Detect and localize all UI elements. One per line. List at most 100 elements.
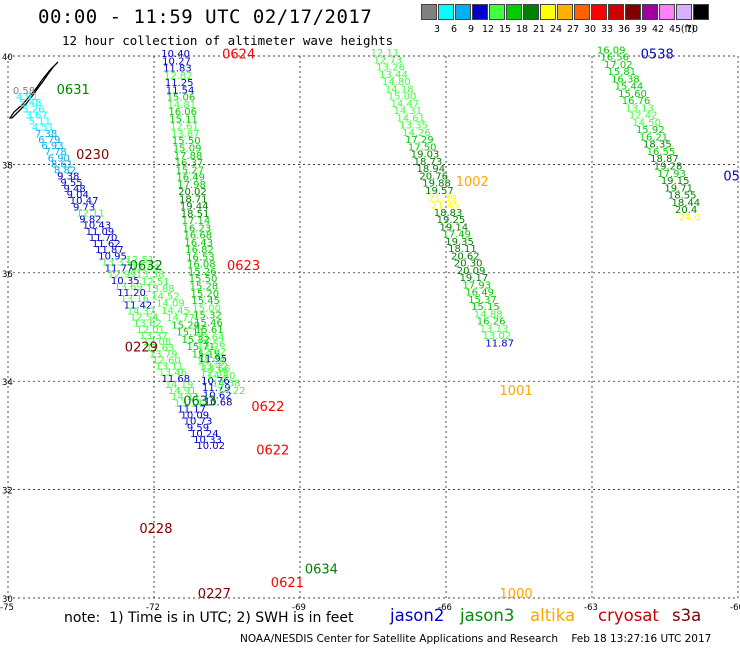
wave-height-value: 14.11	[171, 392, 200, 403]
wave-height-value: 20.76	[419, 171, 448, 182]
pass-time-label: 1001	[500, 384, 533, 399]
wave-height-value: 11.42	[124, 300, 153, 311]
scale-swatch	[472, 4, 488, 20]
wave-height-value: 15.92	[636, 125, 665, 136]
wave-height-value: 15.09	[173, 144, 202, 155]
wave-height-value: 11.62	[92, 239, 121, 250]
wave-height-value: 15.81	[608, 67, 637, 78]
wave-height-value: 14.98	[197, 357, 226, 368]
scale-label: 24	[549, 24, 563, 35]
wave-height-value: 14.19	[165, 380, 194, 391]
wave-height-value: 10.47	[70, 196, 99, 207]
wave-height-value: 13.16	[120, 294, 149, 305]
wave-height-value: 16.55	[647, 147, 676, 158]
pass-time-label: 0229	[125, 340, 158, 355]
wave-height-value: 10.73	[184, 417, 213, 428]
pass-time-label: 0623	[227, 259, 260, 274]
wave-height-value: 18.73	[414, 157, 443, 168]
pass-time-label: 0622	[251, 400, 284, 415]
wave-height-value: 13.13	[625, 103, 654, 114]
lat-tick-label: 36	[2, 270, 13, 280]
wave-height-value: 14.26	[402, 128, 431, 139]
wave-height-value: 15.44	[615, 82, 644, 93]
wave-height-value: 10.95	[98, 251, 127, 262]
wave-height-value: 16.49	[176, 173, 205, 184]
scale-swatch	[489, 4, 505, 20]
pass-time-label: 0622	[256, 443, 289, 458]
wave-height-value: 12.60	[152, 355, 181, 366]
wave-height-value: 4.91	[16, 92, 38, 103]
wave-height-value: 10.33	[193, 435, 222, 446]
wave-height-value: 18.55	[668, 191, 697, 202]
wave-height-value: 18.51	[181, 209, 210, 220]
scale-swatch	[693, 4, 709, 20]
wave-height-value: 15.15	[471, 302, 500, 313]
scale-swatch	[421, 4, 437, 20]
wave-height-value: 0.58	[13, 86, 35, 97]
wave-height-value: 15.15	[192, 349, 221, 360]
wave-height-value: 10.02	[196, 441, 225, 452]
wave-height-value: 13.37	[139, 331, 168, 342]
wave-height-value: 12.51	[126, 255, 155, 266]
wave-height-value: 15.20	[191, 289, 220, 300]
wave-height-value: 14.37	[127, 306, 156, 317]
pass-time-label: 0230	[76, 148, 109, 163]
wave-height-value: 17.29	[405, 135, 434, 146]
wave-height-value: 13.62	[133, 319, 162, 330]
time-labels: 0624 0631 0230 1002 0632 0623 0229 1001 0633 0622…	[57, 48, 740, 602]
wave-height-value: 13.38	[136, 270, 165, 281]
wave-height-value: 19.35	[445, 237, 474, 248]
scale-label: 27	[566, 24, 580, 35]
wave-height-value: 15.26	[188, 267, 217, 278]
wave-height-value: 13.46	[158, 368, 187, 379]
wave-height-value: 16.43	[184, 238, 213, 249]
wave-height-value: 11.17	[177, 404, 206, 415]
wave-height-value: 13.26	[376, 63, 405, 74]
wave-height-value: 11.95	[199, 354, 228, 365]
wave-height-value: 16.26	[477, 317, 506, 328]
wave-height-value: 15.06	[167, 93, 196, 104]
wave-height-value: 12.82	[164, 71, 193, 82]
lon-tick-label: -75	[0, 603, 14, 613]
lon-tick-label: -66	[438, 603, 452, 613]
wave-height-value: 15.00	[388, 92, 417, 103]
wave-height-value: 19.28	[654, 161, 683, 172]
wave-height-value: 21.39	[428, 193, 457, 204]
legend-entry-s3a: s3a	[672, 606, 702, 625]
wave-height-value: 12.11	[76, 208, 105, 219]
wave-height-value: 11.83	[163, 64, 192, 75]
page-subtitle: 12 hour collection of altimeter wave hei…	[62, 33, 394, 48]
wave-height-value: 16.37	[175, 158, 204, 169]
wave-height-value: 10.35	[111, 276, 140, 287]
wave-height-value: 14.88	[474, 309, 503, 320]
wave-height-value: 19.17	[460, 273, 489, 284]
wave-height-value: 9.73	[73, 202, 95, 213]
wave-height-value: 14.66	[202, 364, 231, 375]
wave-height-value: 16.06	[168, 107, 197, 118]
wave-height-value: 9.48	[63, 184, 85, 195]
scale-unit: (ft)	[680, 24, 696, 35]
lon-tick-label: -69	[292, 603, 306, 613]
pass-time-label: 0624	[222, 48, 255, 63]
wave-height-value: 9.55	[60, 178, 82, 189]
legend-entry-jason2: jason2	[390, 606, 445, 625]
scale-swatch	[523, 4, 539, 20]
wave-height-value: 17.50	[408, 142, 437, 153]
wave-height-value: 13.88	[146, 284, 175, 295]
lon-tick-label: -60	[730, 603, 740, 613]
wave-height-value: 13.56	[197, 340, 226, 351]
pass-time-label: 1000	[500, 587, 533, 602]
wave-height-value: 14.38	[212, 379, 241, 390]
wave-height-value: 15.50	[189, 274, 218, 285]
wave-height-value: 19.44	[180, 202, 209, 213]
wave-height-value: 15.28	[190, 281, 219, 292]
legend-entry-altika: altika	[530, 606, 576, 625]
wave-height-value: 14.52	[151, 291, 180, 302]
scale-swatch	[455, 4, 471, 20]
wave-height-value: 10.76	[201, 376, 230, 387]
wave-height-value: 15.32	[181, 335, 210, 346]
wave-height-value: 16.76	[622, 96, 651, 107]
wave-height-value: 9.82	[79, 215, 101, 226]
wave-height-value: 14.80	[382, 77, 411, 88]
